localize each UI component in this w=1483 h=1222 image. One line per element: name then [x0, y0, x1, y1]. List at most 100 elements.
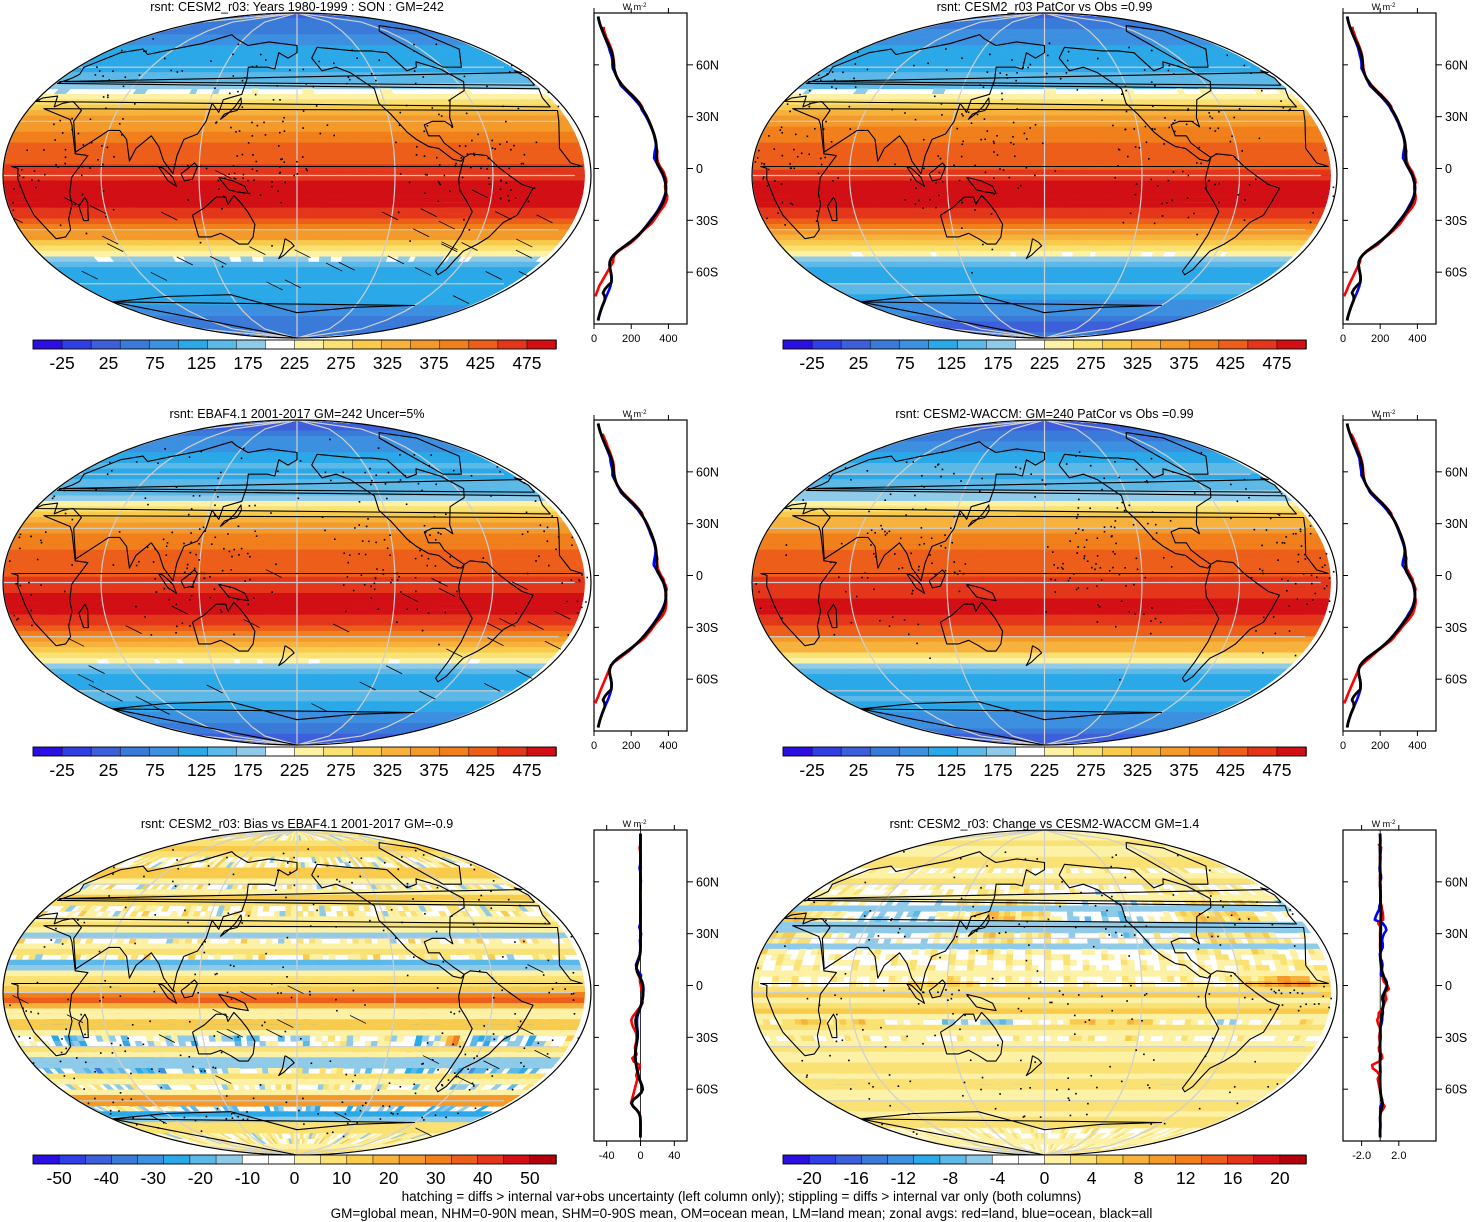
- lat-tick-label: 60N: [696, 465, 719, 479]
- colorbar-swatch: [530, 1155, 557, 1164]
- colorbar-swatch: [1248, 340, 1278, 349]
- colorbar-tick-label: 125: [187, 760, 216, 780]
- colorbar-tick-label: 375: [419, 353, 448, 373]
- colorbar-swatch: [1132, 747, 1162, 756]
- colorbar-swatch: [33, 340, 63, 349]
- colorbar-swatch: [91, 340, 121, 349]
- colorbar-swatch: [1045, 340, 1075, 349]
- colorbar-swatch: [178, 340, 208, 349]
- colorbar-swatch: [861, 1155, 888, 1164]
- colorbar-tick-label: 475: [1262, 353, 1291, 373]
- zonal-x-tick-label: -40: [599, 1150, 615, 1162]
- footer-note-legend: GM=global mean, NHM=0-90N mean, SHM=0-90…: [0, 1205, 1483, 1222]
- zonal-x-tick-label: 0: [1340, 740, 1346, 752]
- colorbar-swatch: [33, 1155, 60, 1164]
- colorbar-swatch: [164, 1155, 191, 1164]
- colorbar-swatch: [347, 1155, 374, 1164]
- colorbar-tick-label: 475: [512, 760, 541, 780]
- colorbar-swatch: [870, 340, 900, 349]
- colorbar-tick-label: 175: [233, 760, 262, 780]
- map-p6: rsnt: CESM2_r03: Change vs CESM2-WACCM G…: [752, 817, 1337, 1155]
- panel-title-p5: rsnt: CESM2_r03: Bias vs EBAF4.1 2001-20…: [141, 817, 453, 831]
- zonal-x-tick-label: 40: [668, 1150, 680, 1162]
- colorbar-swatch: [216, 1155, 243, 1164]
- colorbar-tick-label: -25: [799, 353, 824, 373]
- colorbar-swatch: [870, 747, 900, 756]
- colorbar-swatch: [190, 1155, 217, 1164]
- lat-tick-label: 60N: [1445, 58, 1468, 72]
- colorbar-swatch: [1277, 747, 1307, 756]
- footer-note-hatching: hatching = diffs > internal var+obs unce…: [0, 1188, 1483, 1205]
- colorbar-tick-label: -10: [235, 1168, 261, 1188]
- colorbar-swatch: [1248, 747, 1278, 756]
- colorbar-swatch: [1254, 1155, 1281, 1164]
- colorbar-swatch: [835, 1155, 862, 1164]
- map-p5: rsnt: CESM2_r03: Bias vs EBAF4.1 2001-20…: [3, 817, 591, 1155]
- zonal-x-tick-label: 200: [1371, 333, 1389, 345]
- colorbar-swatch: [504, 1155, 531, 1164]
- colorbar-swatch: [1190, 747, 1220, 756]
- colorbar-tick-label: -12: [891, 1168, 916, 1188]
- colorbar-swatch: [425, 1155, 452, 1164]
- colorbar-tick-label: 225: [280, 760, 309, 780]
- colorbar-swatch: [957, 340, 987, 349]
- colorbar-swatch: [62, 340, 92, 349]
- colorbar-swatch: [295, 340, 325, 349]
- colorbar-tick-label: 75: [145, 353, 164, 373]
- colorbar-swatch: [411, 747, 441, 756]
- colorbar-tick-label: 475: [1262, 760, 1291, 780]
- lat-tick-label: 30N: [696, 110, 719, 124]
- colorbar-swatch: [33, 747, 63, 756]
- colorbar-swatch: [1103, 340, 1133, 349]
- lat-tick-label: 0: [696, 979, 703, 993]
- colorbar-swatch: [207, 747, 237, 756]
- lat-tick-label: 60N: [1445, 465, 1468, 479]
- colorbar-tick-label: 275: [1076, 760, 1105, 780]
- colorbar-swatch: [236, 340, 266, 349]
- lat-tick-label: 60S: [696, 266, 718, 280]
- zonal-x-tick-label: 200: [1371, 740, 1389, 752]
- colorbar-tick-label: -25: [799, 760, 824, 780]
- map-p2: rsnt: CESM2_r03 PatCor vs Obs =0.99: [752, 0, 1337, 338]
- colorbar-swatch: [783, 340, 813, 349]
- colorbar-tick-label: 0: [1040, 1168, 1050, 1188]
- colorbar-swatch: [59, 1155, 86, 1164]
- zonal-x-tick-label: 2.0: [1391, 1150, 1406, 1162]
- colorbar-tick-label: -40: [94, 1168, 120, 1188]
- colorbar-swatch: [1219, 340, 1249, 349]
- colorbar-swatch: [1161, 340, 1191, 349]
- lat-tick-label: 30N: [696, 517, 719, 531]
- lat-tick-label: 60S: [696, 1083, 718, 1097]
- map-p3: rsnt: EBAF4.1 2001-2017 GM=242 Uncer=5%: [3, 407, 591, 745]
- colorbar-tick-label: 275: [326, 353, 355, 373]
- colorbar-swatch: [498, 747, 528, 756]
- colorbar-swatch: [138, 1155, 165, 1164]
- colorbar-tick-label: 425: [466, 760, 495, 780]
- colorbar-swatch: [440, 340, 470, 349]
- lat-tick-label: 30S: [696, 621, 718, 635]
- lat-tick-label: 60N: [696, 58, 719, 72]
- lat-tick-label: 60S: [696, 673, 718, 687]
- colorbar-swatch: [236, 747, 266, 756]
- colorbar-tick-label: -30: [141, 1168, 167, 1188]
- panel-title-p4: rsnt: CESM2-WACCM: GM=240 PatCor vs Obs …: [895, 407, 1193, 421]
- zonal-x-tick-label: 200: [622, 333, 640, 345]
- colorbar-swatch: [1074, 340, 1104, 349]
- colorbar-swatch: [966, 1155, 993, 1164]
- colorbar-swatch: [373, 1155, 400, 1164]
- colorbar-swatch: [783, 747, 813, 756]
- lat-tick-label: 0: [696, 569, 703, 583]
- colorbar-tick-label: 30: [426, 1168, 446, 1188]
- map-p4: rsnt: CESM2-WACCM: GM=240 PatCor vs Obs …: [752, 407, 1337, 745]
- colorbar-tick-label: -16: [844, 1168, 869, 1188]
- colorbar-swatch: [1190, 340, 1220, 349]
- colorbar-swatch: [120, 340, 150, 349]
- zonal-x-tick-label: -2.0: [1352, 1150, 1371, 1162]
